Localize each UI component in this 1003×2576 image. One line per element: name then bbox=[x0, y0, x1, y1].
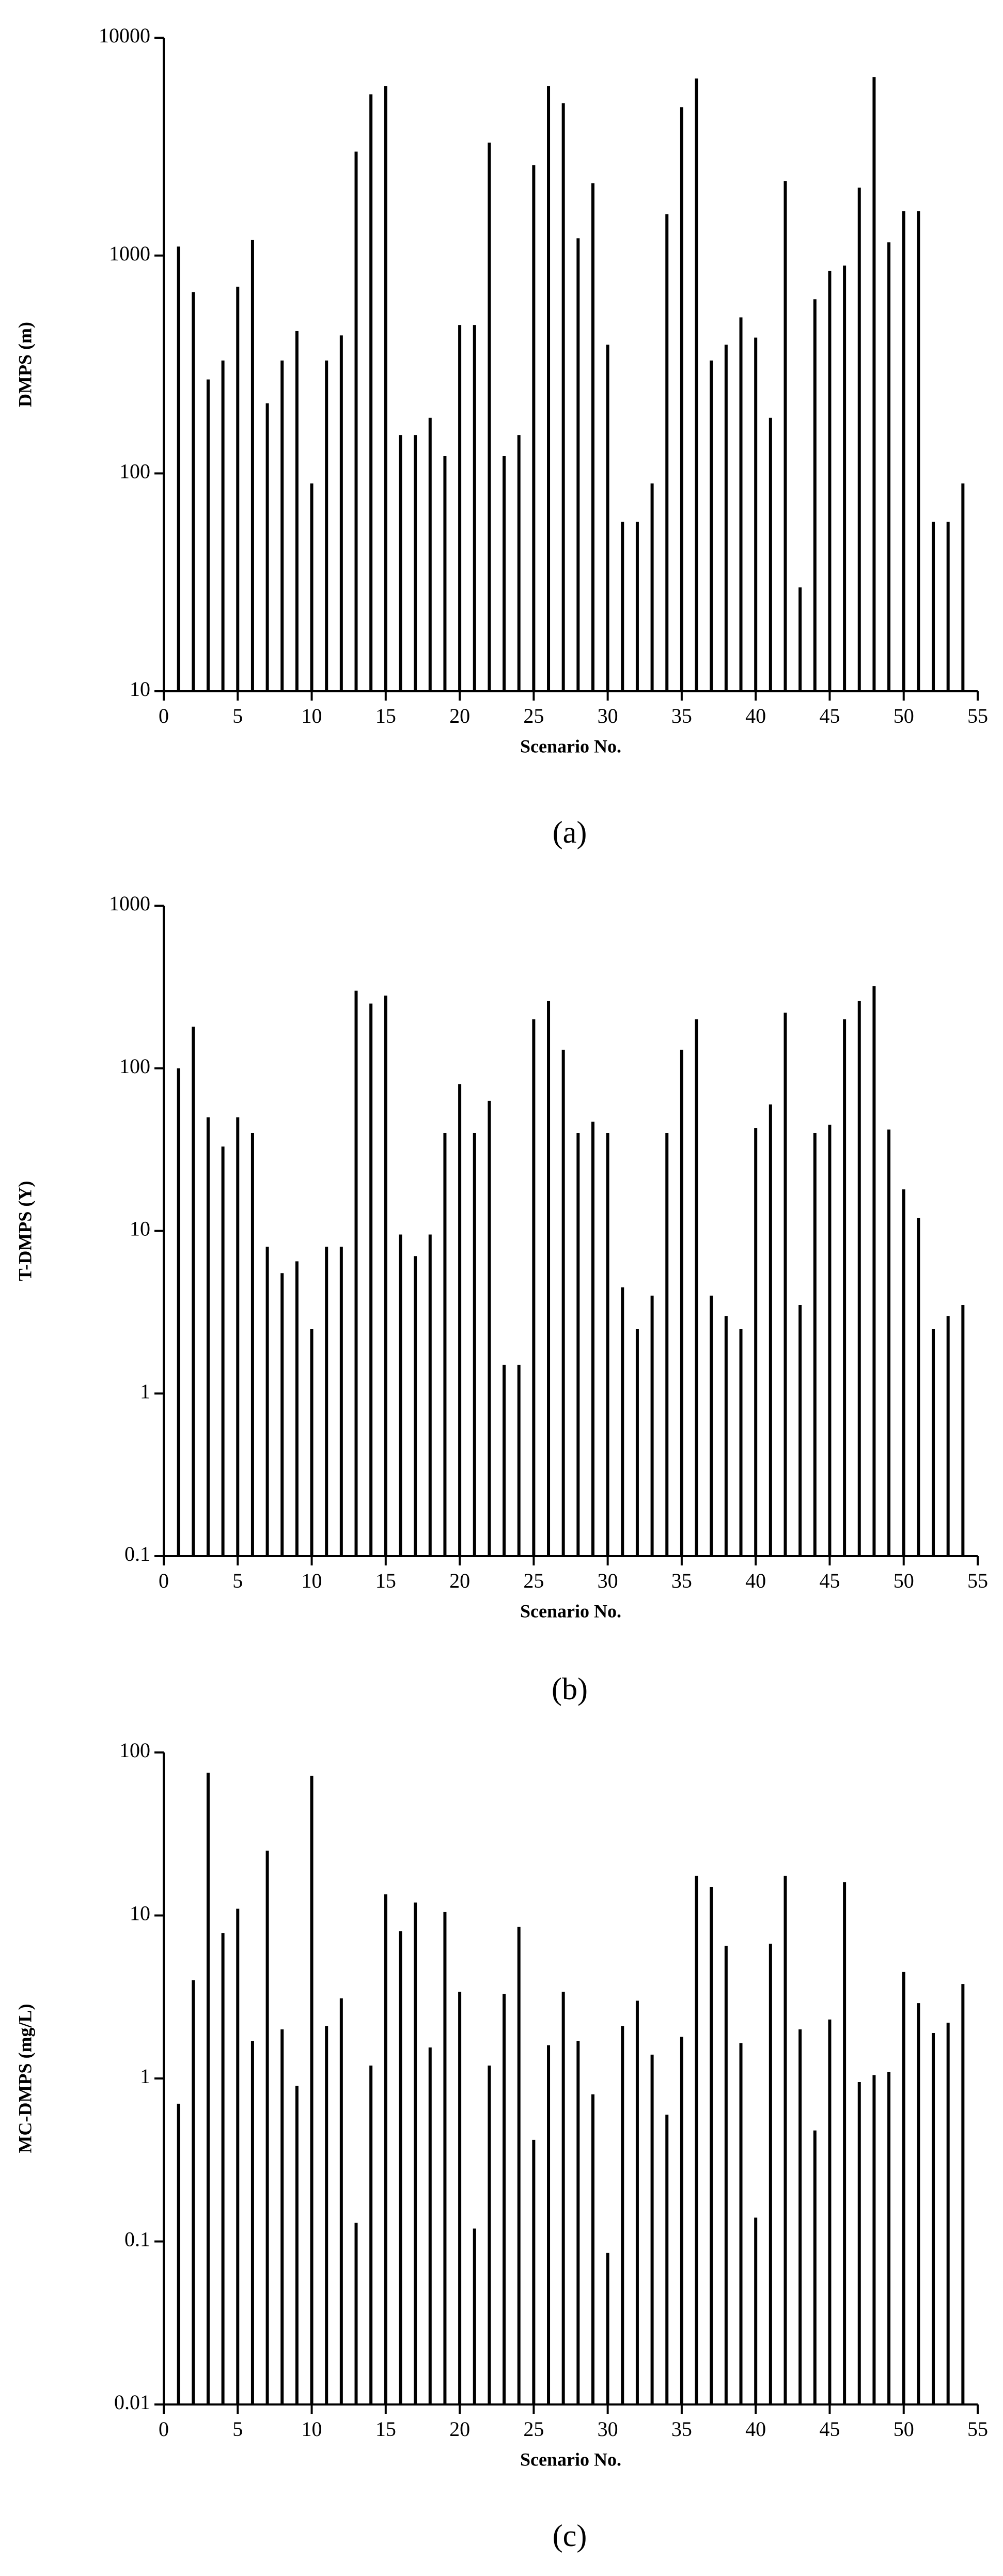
y-tick-label: 0.1 bbox=[124, 2228, 150, 2251]
x-tick-label: 5 bbox=[232, 1569, 243, 1592]
x-tick-label: 55 bbox=[967, 1569, 988, 1592]
x-tick-label: 25 bbox=[523, 1569, 544, 1592]
x-tick-label: 40 bbox=[745, 2417, 766, 2441]
y-tick-label: 100 bbox=[119, 1054, 150, 1078]
x-axis-label: Scenario No. bbox=[520, 736, 621, 756]
x-tick-label: 10 bbox=[302, 2417, 322, 2441]
x-tick-label: 20 bbox=[449, 704, 470, 727]
x-tick-label: 20 bbox=[449, 2417, 470, 2441]
y-axis-label: MC-DMPS (mg/L) bbox=[14, 2004, 35, 2153]
x-tick-label: 50 bbox=[894, 704, 914, 727]
y-tick-label: 10000 bbox=[99, 24, 150, 47]
x-tick-label: 50 bbox=[894, 2417, 914, 2441]
x-axis-label: Scenario No. bbox=[520, 2449, 621, 2470]
y-tick-label: 10 bbox=[130, 1217, 150, 1240]
x-tick-label: 35 bbox=[671, 1569, 692, 1592]
x-tick-label: 50 bbox=[894, 1569, 914, 1592]
caption: (c) bbox=[553, 2519, 587, 2553]
x-tick-label: 5 bbox=[232, 704, 243, 727]
x-tick-label: 40 bbox=[745, 1569, 766, 1592]
x-tick-label: 15 bbox=[375, 704, 396, 727]
x-tick-label: 25 bbox=[523, 704, 544, 727]
x-tick-label: 25 bbox=[523, 2417, 544, 2441]
x-tick-label: 45 bbox=[819, 2417, 840, 2441]
x-tick-label: 35 bbox=[671, 2417, 692, 2441]
chart-panel: 0 5 10 15 20 25 30 35 40 45 50 55 10 100 1000 10000 Scen… bbox=[14, 24, 988, 849]
chart-panel: 0 5 10 15 20 25 30 35 40 45 50 55 0.01 0.1 1 10 100 Scena… bbox=[14, 1739, 988, 2553]
x-tick-label: 0 bbox=[159, 2417, 169, 2441]
x-tick-label: 5 bbox=[232, 2417, 243, 2441]
caption: (b) bbox=[552, 1672, 588, 1706]
y-tick-label: 10 bbox=[130, 1902, 150, 1925]
x-tick-label: 0 bbox=[159, 1569, 169, 1592]
x-axis-label: Scenario No. bbox=[520, 1601, 621, 1621]
x-tick-label: 15 bbox=[375, 2417, 396, 2441]
x-tick-label: 30 bbox=[598, 704, 618, 727]
y-tick-label: 1 bbox=[140, 2065, 150, 2088]
x-tick-label: 0 bbox=[159, 704, 169, 727]
x-tick-label: 10 bbox=[302, 704, 322, 727]
x-tick-label: 10 bbox=[302, 1569, 322, 1592]
caption: (a) bbox=[553, 815, 587, 849]
x-tick-label: 55 bbox=[967, 704, 988, 727]
x-tick-label: 30 bbox=[598, 2417, 618, 2441]
y-tick-label: 1000 bbox=[109, 242, 150, 265]
x-tick-label: 15 bbox=[375, 1569, 396, 1592]
y-axis-label: T-DMPS (Y) bbox=[14, 1181, 35, 1281]
y-tick-label: 1 bbox=[140, 1379, 150, 1403]
x-tick-label: 20 bbox=[449, 1569, 470, 1592]
x-tick-label: 45 bbox=[819, 704, 840, 727]
y-tick-label: 0.1 bbox=[124, 1542, 150, 1565]
y-tick-label: 100 bbox=[119, 460, 150, 483]
x-tick-label: 40 bbox=[745, 704, 766, 727]
y-tick-label: 0.01 bbox=[114, 2391, 150, 2414]
y-tick-label: 10 bbox=[130, 677, 150, 701]
x-tick-label: 55 bbox=[967, 2417, 988, 2441]
y-axis-label: DMPS (m) bbox=[14, 322, 35, 407]
chart-panel: 0 5 10 15 20 25 30 35 40 45 50 55 0.1 1 10 100 1000 Scena… bbox=[14, 892, 988, 1706]
y-tick-label: 100 bbox=[119, 1739, 150, 1762]
x-tick-label: 30 bbox=[598, 1569, 618, 1592]
x-tick-label: 45 bbox=[819, 1569, 840, 1592]
x-tick-label: 35 bbox=[671, 704, 692, 727]
y-tick-label: 1000 bbox=[109, 892, 150, 915]
